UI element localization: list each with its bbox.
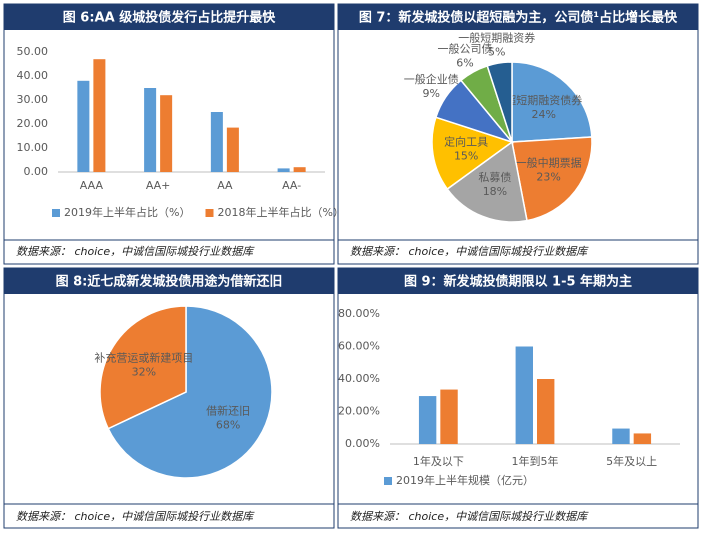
- bar: [612, 428, 630, 444]
- pie-slice: [511, 136, 593, 222]
- bar: [77, 80, 90, 172]
- chart-title: 图 7：新发城投债以超短融为主，公司债¹占比增长最快: [359, 10, 678, 26]
- slice-value-label: 9%: [423, 87, 440, 100]
- chart-title: 图 6:AA 级城投债发行占比提升最快: [63, 10, 276, 26]
- y-tick-label: 50.00: [17, 45, 49, 58]
- slice-label: 一般短期融资券: [458, 31, 535, 45]
- y-tick-label: 40.00: [17, 69, 49, 82]
- slice-label: 一般公司债: [437, 41, 492, 55]
- y-tick-label: 60.00%: [338, 340, 380, 353]
- slice-value-label: 24%: [532, 108, 556, 121]
- slice-label: 补充营运或新建项目: [94, 350, 193, 364]
- x-tick-label: AA-: [282, 179, 301, 192]
- bar: [226, 127, 239, 172]
- source-note: 数据来源： choice，中诚信国际城投行业数据库: [16, 510, 255, 523]
- slice-label: 一般企业债: [404, 72, 459, 86]
- y-tick-label: 0.00: [24, 165, 49, 178]
- y-tick-label: 20.00%: [338, 405, 380, 418]
- panel-header: [4, 268, 334, 294]
- y-tick-label: 80.00%: [338, 307, 380, 320]
- pie-slice: [107, 305, 273, 479]
- pie-slice: [511, 61, 593, 143]
- bar: [144, 88, 157, 172]
- slice-value-label: 32%: [132, 365, 156, 378]
- slice-value-label: 6%: [456, 56, 473, 69]
- panel-header: [338, 268, 698, 294]
- bar: [93, 59, 106, 173]
- y-tick-label: 10.00: [17, 141, 49, 154]
- panel-header: [338, 4, 698, 30]
- pie-slice: [446, 140, 528, 223]
- panel-header: [4, 4, 334, 30]
- legend-swatch: [205, 209, 214, 217]
- source-note: 数据来源： choice，中诚信国际城投行业数据库: [350, 245, 589, 258]
- bar: [210, 112, 223, 172]
- slice-label: 定向工具: [444, 134, 488, 148]
- bar: [440, 389, 458, 444]
- chart-title: 图 8:近七成新发城投债用途为借新还旧: [56, 274, 283, 290]
- bar: [293, 167, 306, 172]
- slice-label: 超短期融资债券: [505, 93, 582, 107]
- bar: [515, 346, 533, 444]
- slice-value-label: 5%: [488, 46, 505, 59]
- slice-label: 一般中期票据: [516, 155, 582, 169]
- y-tick-label: 40.00%: [338, 372, 380, 385]
- x-tick-label: AA: [217, 179, 233, 192]
- slice-value-label: 18%: [483, 185, 507, 198]
- slice-value-label: 23%: [536, 170, 560, 183]
- legend-label: 2019年上半年占比（%）: [64, 205, 190, 219]
- pie-slice: [431, 116, 514, 191]
- pie-slice: [486, 61, 513, 143]
- bar: [537, 379, 555, 444]
- legend-swatch: [384, 477, 392, 485]
- y-tick-label: 0.00%: [345, 437, 380, 450]
- legend-label: 2019年上半年规模（亿元）: [396, 473, 534, 487]
- slice-value-label: 68%: [216, 419, 240, 432]
- bar: [160, 95, 173, 172]
- legend-swatch: [52, 209, 60, 217]
- source-note: 数据来源： choice，中诚信国际城投行业数据库: [16, 245, 255, 258]
- y-tick-label: 20.00: [17, 117, 49, 130]
- x-tick-label: 1年及以下: [413, 454, 464, 468]
- source-note: 数据来源： choice，中诚信国际城投行业数据库: [350, 510, 589, 523]
- legend-label: 2018年上半年占比（%）: [218, 205, 344, 219]
- slice-label: 借新还旧: [206, 404, 250, 418]
- pie-slice: [99, 305, 187, 430]
- x-tick-label: 1年到5年: [512, 454, 559, 468]
- x-tick-label: 5年及以上: [606, 454, 657, 468]
- slice-label: 私募债: [478, 170, 511, 184]
- slice-value-label: 15%: [454, 149, 478, 162]
- y-tick-label: 30.00: [17, 93, 49, 106]
- bar: [418, 396, 437, 444]
- x-tick-label: AA+: [146, 179, 171, 192]
- x-tick-label: AAA: [80, 179, 104, 192]
- bar: [277, 168, 290, 172]
- bar: [633, 433, 652, 444]
- chart-title: 图 9：新发城投债期限以 1-5 年期为主: [404, 274, 632, 290]
